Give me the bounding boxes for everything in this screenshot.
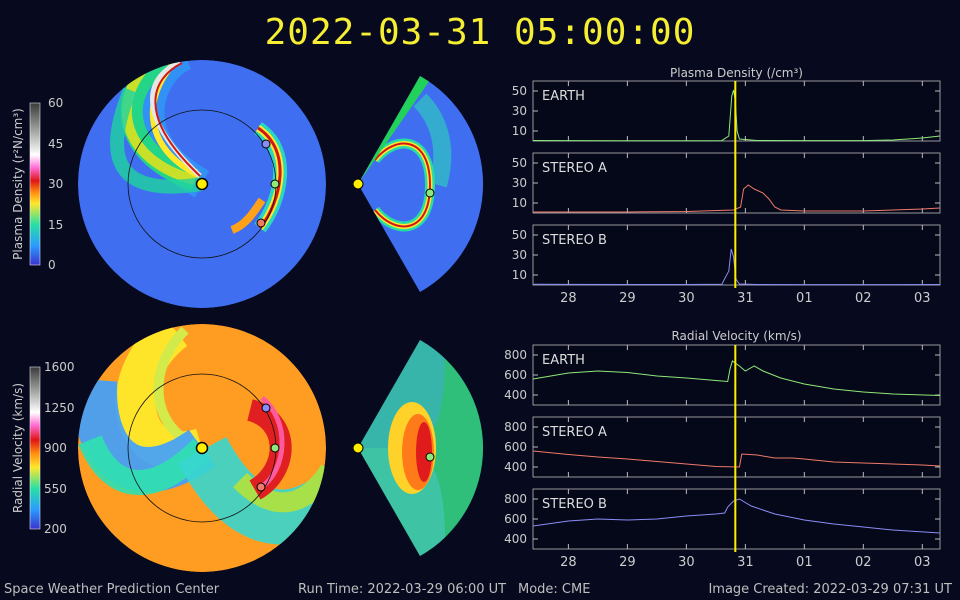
x-tick-label: 28 — [560, 291, 577, 306]
density-colorbar: Plasma Density (r²N/cm³) 60 45 30 15 0 — [11, 96, 63, 272]
panel-label: STEREO A — [542, 161, 607, 176]
chart-title: Radial Velocity (km/s) — [671, 329, 801, 343]
velocity-colorbar-label: Radial Velocity (km/s) — [11, 383, 25, 513]
series-line — [532, 450, 941, 468]
velocity-tick: 550 — [44, 482, 67, 496]
earth-marker — [425, 188, 435, 198]
footer-run-time: Run Time: 2022-03-29 06:00 UT — [298, 582, 507, 597]
x-tick-label: 03 — [914, 291, 931, 306]
stereo-a-marker — [256, 218, 266, 228]
y-tick-label: 400 — [504, 532, 527, 546]
panel-label: EARTH — [542, 89, 585, 104]
velocity-tick: 900 — [44, 441, 67, 455]
x-tick-label: 03 — [914, 555, 931, 570]
panel-frame — [532, 152, 941, 214]
panel-label: STEREO A — [542, 425, 607, 440]
x-tick-label: 02 — [855, 291, 872, 306]
series-line — [533, 184, 941, 213]
x-tick-label: 01 — [796, 555, 813, 570]
panel-frame — [532, 344, 941, 406]
y-tick-label: 800 — [504, 492, 527, 506]
y-tick-label: 600 — [504, 368, 527, 382]
x-tick-label: 02 — [855, 555, 872, 570]
x-tick-label: 29 — [619, 555, 636, 570]
footer-image-created: Image Created: 2022-03-29 07:31 UT — [708, 582, 952, 597]
sun-icon — [352, 178, 364, 190]
x-tick-label: 28 — [560, 555, 577, 570]
y-tick-label: 30 — [512, 176, 527, 190]
velocity-tick: 1600 — [44, 360, 75, 374]
velocity-meridional-wedge — [358, 340, 484, 556]
y-tick-label: 10 — [512, 268, 527, 282]
x-tick-label: 31 — [737, 555, 754, 570]
x-tick-label: 29 — [619, 291, 636, 306]
y-tick-label: 30 — [512, 248, 527, 262]
velocity-tick: 1250 — [44, 401, 75, 415]
velocity-tick: 200 — [44, 522, 67, 536]
velocity-colorbar: Radial Velocity (km/s) 1600 1250 900 550… — [11, 360, 75, 536]
y-tick-label: 50 — [512, 84, 527, 98]
sun-icon — [195, 441, 209, 455]
y-tick-label: 10 — [512, 196, 527, 210]
earth-marker — [270, 443, 280, 453]
x-tick-label: 30 — [678, 555, 695, 570]
density-tick: 15 — [48, 218, 63, 232]
density-colorbar-label: Plasma Density (r²N/cm³) — [11, 108, 25, 260]
timestamp-title: 2022-03-31 05:00:00 — [264, 12, 696, 53]
density-tick: 60 — [48, 96, 63, 110]
sun-icon — [195, 177, 209, 191]
density-tick: 30 — [48, 177, 63, 191]
y-tick-label: 400 — [504, 460, 527, 474]
series-line — [532, 248, 941, 286]
x-tick-label: 01 — [796, 291, 813, 306]
chart-title: Plasma Density (/cm³) — [670, 66, 803, 80]
stereo-a-marker — [256, 482, 266, 492]
y-tick-label: 30 — [512, 104, 527, 118]
y-tick-label: 600 — [504, 512, 527, 526]
density-meridional-wedge — [358, 76, 484, 292]
panel-label: STEREO B — [542, 497, 607, 512]
density-chart: Plasma Density (/cm³) 10 30 50 EARTH 10 30 50 ST… — [512, 66, 941, 306]
y-tick-label: 600 — [504, 440, 527, 454]
x-tick-label: 30 — [678, 291, 695, 306]
y-tick-label: 400 — [504, 388, 527, 402]
panel-frame — [532, 224, 941, 286]
x-tick-label: 31 — [737, 291, 754, 306]
stereo-b-marker — [261, 403, 271, 413]
footer-mode: Mode: CME — [518, 582, 591, 597]
earth-marker — [425, 452, 435, 462]
stereo-b-marker — [261, 139, 271, 149]
panel-frame — [532, 80, 941, 142]
series-line — [532, 498, 941, 534]
density-tick: 45 — [48, 137, 63, 151]
y-tick-label: 10 — [512, 124, 527, 138]
y-tick-label: 800 — [504, 348, 527, 362]
panel-label: STEREO B — [542, 233, 607, 248]
sun-icon — [352, 442, 364, 454]
panel-label: EARTH — [542, 353, 585, 368]
density-tick: 0 — [48, 258, 56, 272]
footer-org: Space Weather Prediction Center — [4, 582, 220, 597]
earth-marker — [270, 179, 280, 189]
y-tick-label: 50 — [512, 228, 527, 242]
y-tick-label: 50 — [512, 156, 527, 170]
velocity-chart: Radial Velocity (km/s) 400 600 800 EARTH 400 6… — [504, 329, 941, 570]
y-tick-label: 800 — [504, 420, 527, 434]
